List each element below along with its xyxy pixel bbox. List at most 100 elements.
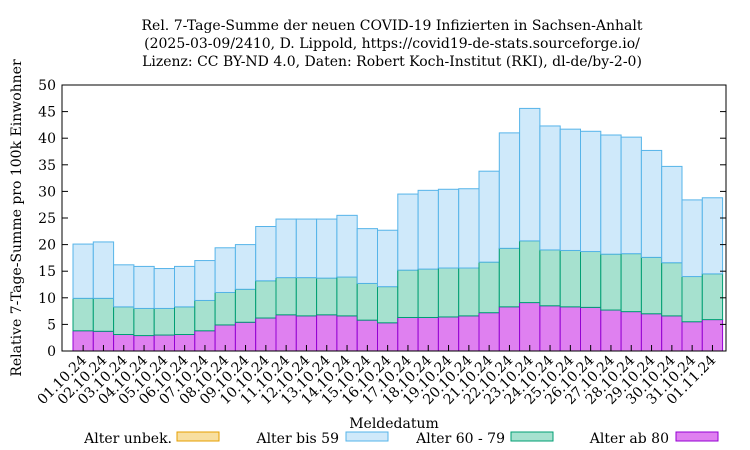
bar-alter-bis-59-28.10.24	[620, 136, 642, 255]
bar-alter-60-79-27.10.24	[600, 253, 622, 311]
bar-alter-60-79-04.10.24	[133, 307, 155, 337]
bar-alter-bis-59-07.10.24	[194, 260, 216, 301]
bar-alter-bis-59-26.10.24	[580, 130, 602, 253]
y-tick-label-15: 15	[38, 264, 56, 280]
bars	[72, 107, 724, 352]
y-tick-label-35: 35	[38, 158, 56, 174]
y-tick-label-10: 10	[38, 291, 56, 307]
bar-alter-bis-59-22.10.24	[498, 132, 521, 249]
y-tick-label-40: 40	[38, 131, 56, 147]
legend: Alter unbek. Alter bis 59 Alter 60 - 79 Alt…	[83, 431, 719, 447]
bar-alter-60-79-05.10.24	[153, 307, 175, 336]
legend-swatch-alter-bis-59	[345, 431, 389, 442]
bar-alter-60-79-07.10.24	[194, 299, 216, 332]
plot-frame	[61, 84, 727, 352]
legend-label-alter-60-79: Alter 60 - 79	[415, 431, 505, 447]
bar-alter-bis-59-20.10.24	[458, 188, 480, 269]
bar-alter-bis-59-23.10.24	[519, 107, 541, 242]
bar-alter-ab-80-23.10.24	[519, 302, 541, 352]
bar-alter-bis-59-25.10.24	[559, 128, 582, 251]
y-axis-title: Relative 7-Tage-Summe pro 100k Einwohner	[9, 59, 25, 377]
bar-alter-60-79-14.10.24	[336, 276, 358, 317]
bar-alter-ab-80-25.10.24	[559, 306, 582, 352]
y-tick-label-45: 45	[38, 105, 56, 121]
legend-swatch-alter-unbek-	[176, 431, 220, 442]
bar-alter-bis-59-02.10.24	[92, 241, 115, 299]
bar-alter-bis-59-06.10.24	[174, 265, 196, 308]
x-axis-title: Meldedatum	[349, 416, 439, 432]
bar-alter-60-79-16.10.24	[377, 286, 399, 324]
bar-alter-bis-59-01.11.24	[701, 197, 724, 275]
bar-alter-bis-59-04.10.24	[133, 265, 155, 309]
bar-alter-bis-59-08.10.24	[214, 247, 236, 293]
bar-alter-bis-59-16.10.24	[377, 229, 399, 288]
bar-alter-bis-59-19.10.24	[437, 188, 460, 269]
bar-alter-bis-59-30.10.24	[661, 165, 683, 264]
bar-alter-60-79-12.10.24	[295, 277, 318, 317]
bar-alter-bis-59-15.10.24	[356, 228, 379, 284]
bar-alter-60-79-11.10.24	[275, 277, 297, 316]
y-axis: 0 5 10 15 20 25 30 35 40 45 50	[38, 78, 726, 360]
legend-label-alter-bis-59: Alter bis 59	[255, 431, 339, 447]
bar-alter-bis-59-24.10.24	[539, 125, 561, 251]
bar-alter-60-79-17.10.24	[397, 269, 419, 318]
legend-label-alter-ab-80: Alter ab 80	[589, 431, 669, 447]
bar-alter-60-79-02.10.24	[92, 297, 115, 332]
bar-alter-60-79-30.10.24	[661, 262, 683, 317]
bar-alter-60-79-25.10.24	[559, 249, 582, 308]
y-tick-label-5: 5	[47, 317, 56, 333]
bar-alter-60-79-29.10.24	[640, 256, 663, 315]
chart-title-line-1: Rel. 7-Tage-Summe der neuen COVID-19 Inf…	[142, 18, 643, 34]
bar-alter-ab-80-24.10.24	[539, 305, 561, 352]
chart-title-line-2: (2025-03-09/2410, D. Lippold, https://co…	[144, 36, 640, 52]
bar-alter-bis-59-05.10.24	[153, 268, 175, 309]
bar-alter-60-79-18.10.24	[417, 268, 439, 318]
bar-alter-60-79-03.10.24	[113, 306, 135, 335]
bar-alter-bis-59-17.10.24	[397, 193, 419, 271]
bar-alter-bis-59-18.10.24	[417, 189, 439, 270]
bar-alter-60-79-09.10.24	[234, 288, 257, 323]
bar-alter-ab-80-26.10.24	[580, 306, 602, 352]
bar-alter-60-79-19.10.24	[437, 267, 460, 318]
bar-alter-bis-59-27.10.24	[600, 134, 622, 255]
bar-alter-bis-59-29.10.24	[640, 149, 663, 258]
y-tick-label-25: 25	[38, 211, 56, 227]
y-tick-label-50: 50	[38, 78, 56, 94]
bar-alter-60-79-08.10.24	[214, 291, 236, 326]
bar-alter-bis-59-09.10.24	[234, 244, 257, 290]
chart-title: Rel. 7-Tage-Summe der neuen COVID-19 Inf…	[142, 18, 643, 70]
x-axis: 01.10.2402.10.2403.10.2404.10.2405.10.24…	[35, 345, 719, 408]
bar-alter-60-79-28.10.24	[620, 253, 642, 313]
bar-alter-60-79-21.10.24	[478, 261, 500, 314]
bar-alter-bis-59-11.10.24	[275, 218, 297, 279]
legend-label-alter-unbek-: Alter unbek.	[83, 431, 172, 447]
bar-alter-60-79-26.10.24	[580, 251, 602, 308]
bar-alter-60-79-31.10.24	[681, 276, 703, 323]
bar-alter-bis-59-31.10.24	[681, 199, 703, 278]
bar-alter-60-79-15.10.24	[356, 282, 379, 321]
bar-alter-60-79-13.10.24	[316, 277, 338, 316]
bar-alter-bis-59-10.10.24	[255, 226, 277, 282]
bar-alter-bis-59-03.10.24	[113, 264, 135, 308]
bar-alter-60-79-01.11.24	[701, 273, 724, 321]
bar-alter-60-79-23.10.24	[519, 240, 541, 304]
bar-alter-bis-59-21.10.24	[478, 170, 500, 263]
bar-alter-bis-59-13.10.24	[316, 218, 338, 279]
bar-alter-60-79-06.10.24	[174, 306, 196, 335]
legend-swatch-alter-60-79	[510, 431, 554, 442]
legend-swatch-alter-ab-80	[675, 431, 719, 442]
y-tick-label-30: 30	[38, 184, 56, 200]
bar-alter-bis-59-14.10.24	[336, 214, 358, 278]
bar-alter-60-79-20.10.24	[458, 267, 480, 317]
y-tick-label-0: 0	[47, 344, 56, 360]
bar-alter-ab-80-27.10.24	[600, 309, 622, 352]
bar-alter-60-79-01.10.24	[72, 297, 94, 332]
bar-alter-60-79-24.10.24	[539, 249, 561, 307]
bar-alter-ab-80-22.10.24	[498, 306, 521, 352]
y-tick-label-20: 20	[38, 238, 56, 254]
chart-title-line-3: Lizenz: CC BY-ND 4.0, Daten: Robert Koch…	[142, 54, 642, 70]
bar-alter-60-79-10.10.24	[255, 280, 277, 319]
bar-alter-bis-59-01.10.24	[72, 243, 94, 299]
bar-alter-bis-59-12.10.24	[295, 218, 318, 279]
